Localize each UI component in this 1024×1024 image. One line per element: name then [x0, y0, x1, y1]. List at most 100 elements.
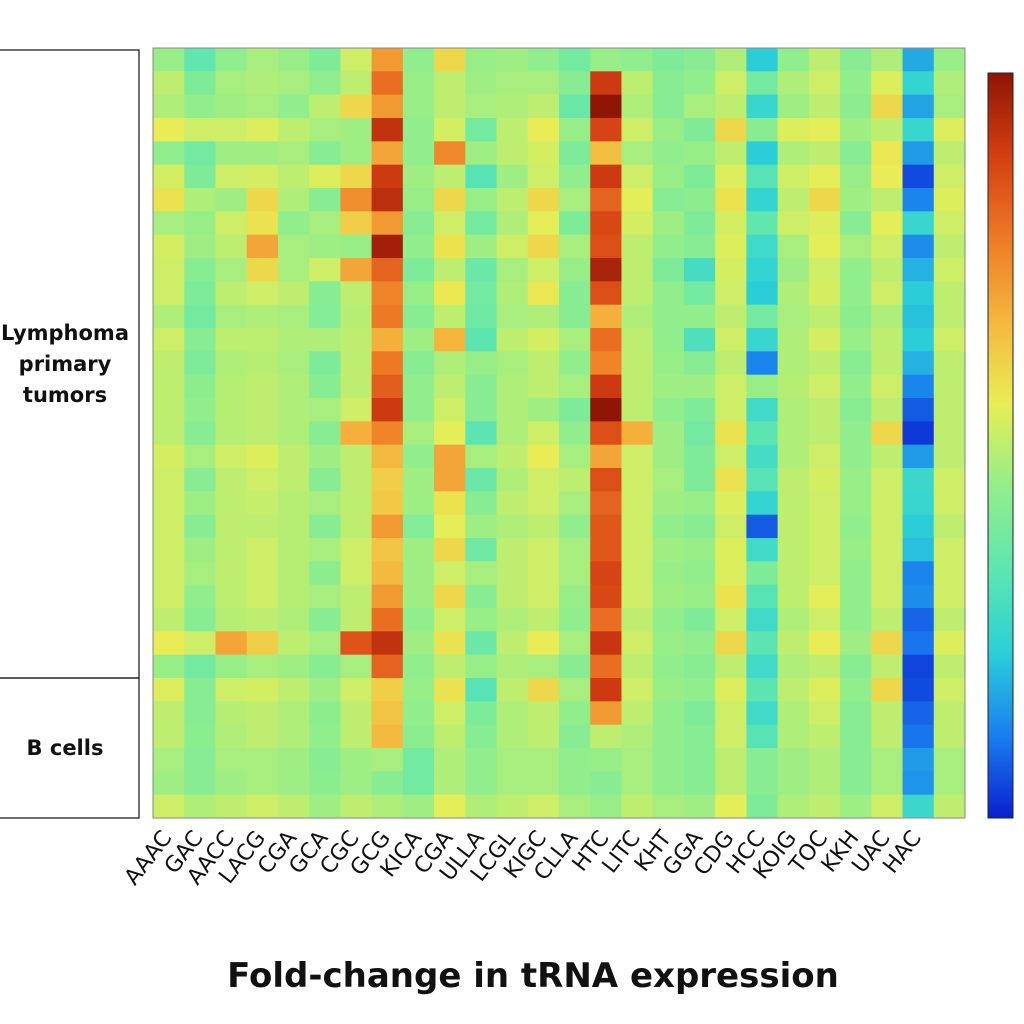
- heatmap-cell: [402, 771, 435, 796]
- heatmap-cell: [621, 491, 654, 516]
- heatmap-cell: [777, 491, 810, 516]
- heatmap-cell: [683, 351, 716, 376]
- heatmap-cell: [246, 281, 279, 306]
- heatmap-cell: [371, 258, 404, 282]
- heatmap-cell: [153, 328, 185, 352]
- heatmap-cell: [777, 374, 810, 399]
- heatmap-cell: [309, 421, 341, 446]
- heatmap-cell: [746, 678, 779, 702]
- heatmap-cell: [840, 211, 872, 236]
- heatmap-cell: [621, 444, 654, 469]
- heatmap-cell: [527, 258, 560, 282]
- heatmap-cell: [434, 538, 466, 562]
- heatmap-cell: [808, 701, 841, 726]
- heatmap-cell: [652, 188, 685, 212]
- heatmap-cell: [309, 794, 341, 819]
- heatmap-cell: [371, 328, 404, 352]
- row-group-label: primary: [19, 352, 112, 376]
- heatmap-cell: [309, 141, 341, 166]
- heatmap-cell: [527, 374, 560, 399]
- heatmap-cell: [153, 94, 185, 119]
- heatmap-cell: [871, 304, 904, 329]
- heatmap-cell: [340, 678, 373, 702]
- heatmap-cell: [309, 701, 341, 726]
- heatmap-cell: [902, 748, 935, 772]
- heatmap-cell: [153, 468, 185, 492]
- heatmap-cell: [559, 701, 591, 726]
- heatmap-cell: [808, 351, 841, 376]
- heatmap-cell: [434, 118, 466, 142]
- heatmap-cell: [402, 701, 435, 726]
- heatmap-cell: [652, 234, 685, 259]
- heatmap-cell: [184, 374, 216, 399]
- heatmap-cell: [621, 678, 654, 702]
- heatmap-cell: [309, 514, 341, 539]
- heatmap-cell: [840, 608, 872, 632]
- heatmap-cell: [902, 188, 935, 212]
- heatmap-cell: [153, 258, 185, 282]
- heatmap-cell: [215, 281, 248, 306]
- heatmap-cell: [746, 351, 779, 376]
- heatmap-cell: [902, 631, 935, 656]
- heatmap-cell: [527, 351, 560, 376]
- heatmap-cell: [840, 398, 872, 422]
- heatmap-cell: [652, 468, 685, 492]
- heatmap-cell: [683, 514, 716, 539]
- heatmap-cell: [371, 584, 404, 609]
- heatmap-cell: [527, 234, 560, 259]
- heatmap-cell: [215, 234, 248, 259]
- heatmap-cell: [371, 281, 404, 306]
- heatmap-cell: [590, 608, 622, 632]
- heatmap-cell: [153, 234, 185, 259]
- heatmap-cell: [184, 421, 216, 446]
- heatmap-cell: [746, 71, 779, 96]
- heatmap-cell: [933, 701, 966, 726]
- heatmap-cell: [340, 164, 373, 189]
- heatmap-cell: [277, 48, 310, 72]
- heatmap-cell: [371, 71, 404, 96]
- heatmap-cell: [371, 701, 404, 726]
- heatmap-cell: [184, 211, 216, 236]
- heatmap-cell: [465, 561, 498, 586]
- heatmap-cell: [309, 304, 341, 329]
- heatmap-cell: [683, 188, 716, 212]
- heatmap-cell: [340, 608, 373, 632]
- heatmap-cell: [871, 514, 904, 539]
- heatmap-cell: [746, 491, 779, 516]
- heatmap-cell: [215, 164, 248, 189]
- heatmap-cell: [559, 561, 591, 586]
- heatmap-cell: [434, 584, 466, 609]
- heatmap-cell: [621, 118, 654, 142]
- heatmap-cell: [246, 584, 279, 609]
- heatmap-cell: [840, 421, 872, 446]
- heatmap-cell: [465, 304, 498, 329]
- heatmap-cell: [559, 794, 591, 819]
- heatmap-cell: [527, 48, 560, 72]
- heatmap-cell: [715, 538, 747, 562]
- heatmap-cell: [652, 491, 685, 516]
- heatmap-cell: [933, 328, 966, 352]
- heatmap-cell: [184, 94, 216, 119]
- heatmap-cell: [871, 374, 904, 399]
- heatmap-cell: [434, 561, 466, 586]
- heatmap-cell: [902, 234, 935, 259]
- heatmap-cell: [715, 608, 747, 632]
- heatmap-cell: [652, 351, 685, 376]
- heatmap-cell: [215, 701, 248, 726]
- heatmap-cell: [871, 794, 904, 819]
- heatmap-cell: [933, 608, 966, 632]
- heatmap-cell: [184, 631, 216, 656]
- heatmap-cell: [746, 94, 779, 119]
- heatmap-cell: [340, 584, 373, 609]
- heatmap-cell: [402, 654, 435, 679]
- heatmap-cell: [777, 514, 810, 539]
- heatmap-cell: [402, 351, 435, 376]
- heatmap-cell: [434, 748, 466, 772]
- heatmap-cell: [434, 188, 466, 212]
- heatmap-cell: [309, 328, 341, 352]
- heatmap-cell: [465, 421, 498, 446]
- heatmap-cell: [277, 538, 310, 562]
- heatmap-cell: [621, 304, 654, 329]
- heatmap-cell: [465, 514, 498, 539]
- heatmap-cell: [590, 538, 622, 562]
